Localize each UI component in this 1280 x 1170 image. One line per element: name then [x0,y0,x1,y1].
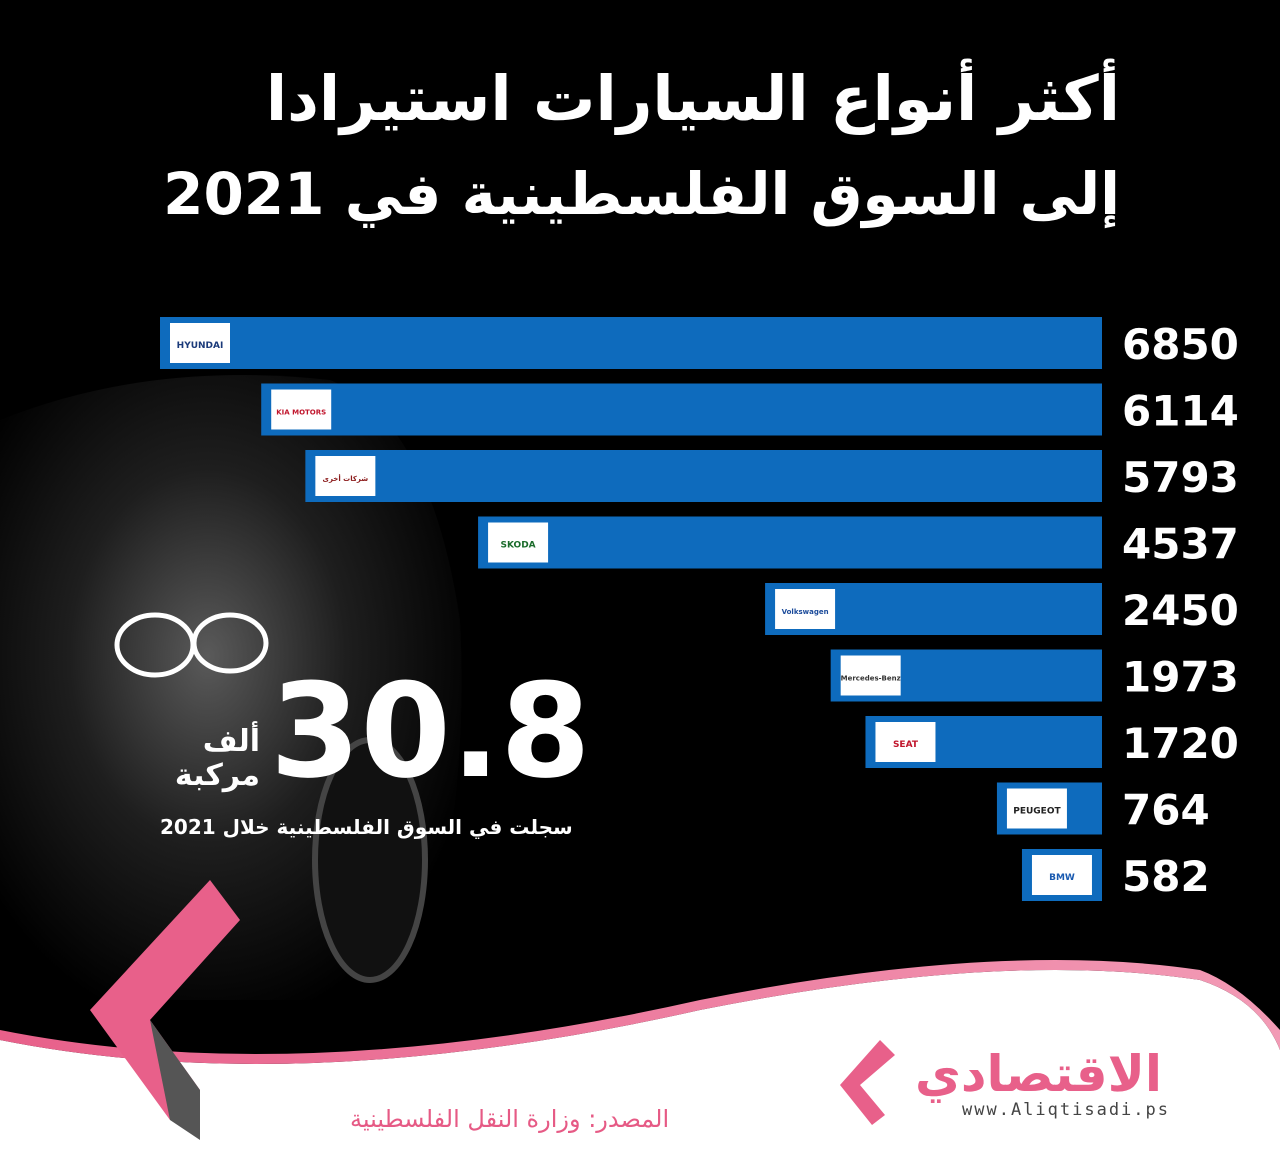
brand-logo-box [840,655,901,696]
value-label: 5793 [1122,453,1239,502]
brand-logo-label: SEAT [893,740,919,750]
brand-logo-label: PEUGEOT [1013,807,1061,817]
unit-line-1: ألف [202,724,260,759]
unit-line-2: مركبة [174,758,260,793]
value-label: 6114 [1122,387,1239,436]
title-line-2: إلى السوق الفلسطينية في 2021 [163,160,1120,228]
value-label: 1720 [1122,719,1239,768]
brand-logo-box [170,323,230,363]
total-caption: سجلت في السوق الفلسطينية خلال 2021 [160,815,573,839]
brand-logo-label: شركات أخرى [323,474,369,483]
bar [478,516,1102,569]
brand-logo-box [1031,855,1092,895]
brand-logo-box [875,722,936,762]
brand-logo-label: KIA MOTORS [276,409,326,417]
brand-logo-label: SKODA [501,541,536,551]
value-label: 1973 [1122,653,1239,702]
brand-logo-icon [840,1040,895,1125]
brand-logo-box [271,389,332,430]
bar [261,383,1102,436]
brand-url: www.Aliqtisadi.ps [962,1100,1170,1120]
brand-logo-box [1006,788,1067,829]
value-label: 764 [1122,786,1210,835]
headlight-icon [114,612,269,678]
total-unit: ألف مركبة [150,725,260,793]
total-value: 30.8 [270,655,591,807]
pink-chevron-decoration [90,880,240,1120]
value-label: 6850 [1122,320,1239,369]
brand-logo-label: BMW [1049,873,1075,883]
bar [305,450,1102,502]
brand-logo-box [315,456,376,496]
brand-logo-label: Volkswagen [782,608,829,616]
value-label: 582 [1122,852,1210,901]
value-label: 4537 [1122,520,1239,569]
value-label: 2450 [1122,586,1239,635]
title-line-1: أكثر أنواع السيارات استيرادا [265,62,1120,135]
brand-logo-label: Mercedes-Benz [841,675,901,683]
source-text: المصدر: وزارة النقل الفلسطينية [350,1105,670,1133]
brand-logo-box [488,522,549,563]
bar [160,317,1102,369]
brand-logo-box [775,589,836,629]
brand-logo-label: HYUNDAI [177,341,224,351]
brand-name: الاقتصادي [915,1045,1163,1103]
